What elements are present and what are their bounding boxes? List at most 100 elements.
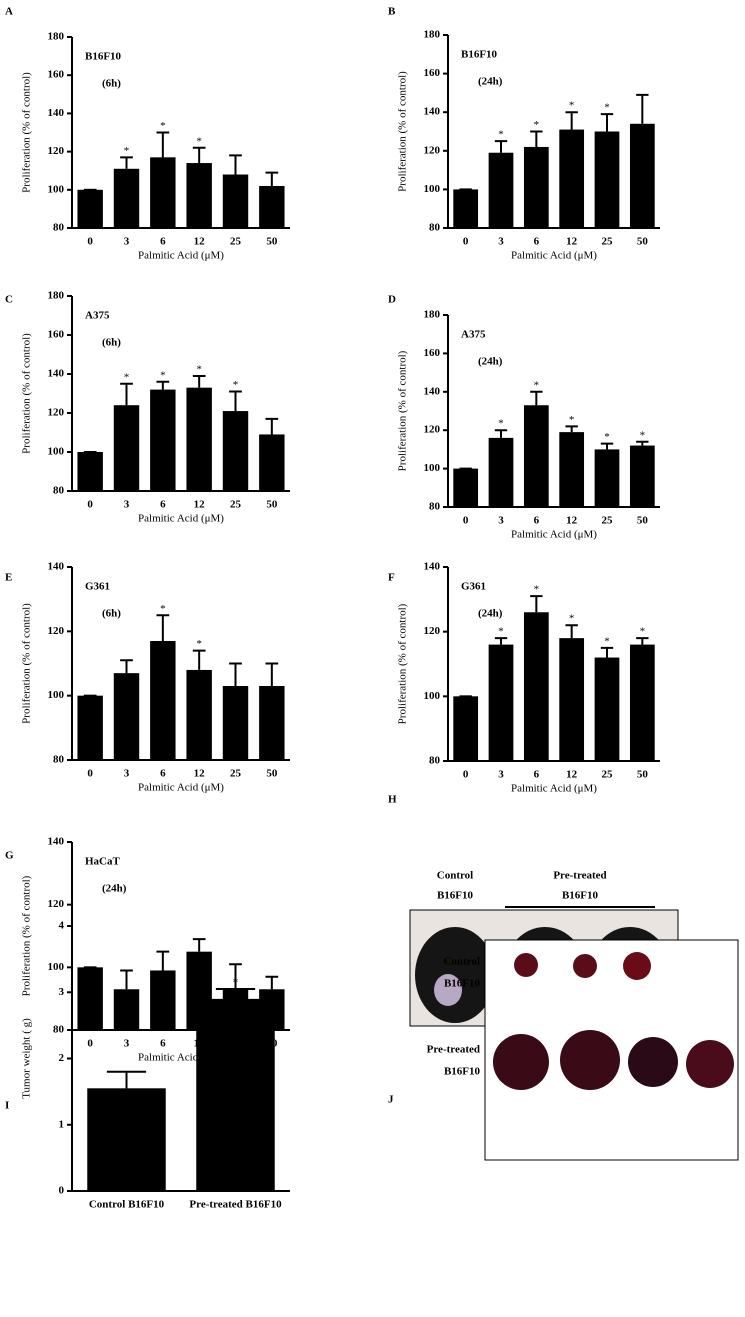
error-bar bbox=[229, 154, 242, 175]
significance-mark: * bbox=[604, 102, 610, 114]
significance-mark: * bbox=[534, 379, 540, 391]
bar bbox=[488, 437, 514, 507]
y-tick-label: 120 bbox=[48, 407, 65, 419]
y-tick-label: 120 bbox=[48, 145, 65, 157]
x-axis-label: Palmitic Acid (μM) bbox=[138, 513, 224, 525]
error-bar bbox=[265, 662, 279, 687]
bar bbox=[523, 146, 549, 228]
bar bbox=[594, 657, 620, 761]
x-tick-label: 6 bbox=[160, 499, 166, 511]
panel-letter: B bbox=[388, 6, 396, 18]
error-bar bbox=[636, 440, 649, 446]
x-axis-label: Palmitic Acid (μM) bbox=[138, 782, 224, 794]
chart-panel: A 80 100 120 140 160 180 0 3 * 6 * 12 * 25 50 Palmitic A… bbox=[5, 6, 290, 262]
y-tick-label: 160 bbox=[48, 69, 65, 81]
bar bbox=[559, 129, 585, 228]
photo-label: Control bbox=[437, 870, 473, 882]
x-tick-label: 12 bbox=[566, 769, 578, 781]
y-tick-label: 160 bbox=[424, 67, 441, 79]
significance-mark: * bbox=[498, 418, 504, 430]
significance-mark: * bbox=[160, 369, 166, 381]
bar bbox=[222, 174, 249, 228]
x-axis-label: Palmitic Acid (μM) bbox=[511, 529, 597, 541]
x-axis-label: Palmitic Acid (μM) bbox=[511, 250, 597, 262]
x-tick-label: 25 bbox=[602, 515, 614, 527]
error-bar bbox=[600, 646, 614, 658]
error-bar bbox=[215, 987, 256, 999]
significance-mark: * bbox=[569, 613, 575, 625]
y-tick-label: 180 bbox=[48, 290, 65, 302]
y-axis-label: Proliferation (% of control) bbox=[397, 603, 409, 724]
bar bbox=[523, 612, 549, 761]
x-tick-label: 3 bbox=[498, 769, 504, 781]
error-bar bbox=[494, 637, 508, 645]
y-tick-label: 120 bbox=[48, 625, 65, 637]
significance-mark: * bbox=[534, 119, 540, 131]
panel-letter: I bbox=[5, 1100, 9, 1112]
bar bbox=[77, 189, 103, 228]
x-axis-label: Palmitic Acid (μM) bbox=[138, 250, 224, 262]
photo-label: B16F10 bbox=[437, 890, 474, 902]
error-bar bbox=[636, 637, 649, 645]
error-bar bbox=[120, 382, 133, 406]
x-tick-label: 50 bbox=[637, 515, 649, 527]
y-tick-label: 80 bbox=[53, 485, 65, 497]
photo-panel: J Control B16F10 Pre-treated B16F10 bbox=[388, 956, 480, 1106]
photo-label: Pre-treated bbox=[427, 1044, 480, 1056]
significance-mark: * bbox=[604, 431, 610, 443]
x-tick-label: 0 bbox=[87, 1038, 93, 1050]
error-bar bbox=[600, 113, 614, 132]
bar bbox=[113, 405, 140, 491]
bar bbox=[150, 389, 176, 491]
significance-mark: * bbox=[160, 120, 166, 132]
bar bbox=[150, 157, 176, 228]
bar bbox=[594, 131, 620, 228]
tumor bbox=[514, 953, 538, 977]
tumor bbox=[623, 952, 651, 980]
x-tick-label: 50 bbox=[266, 236, 278, 248]
photo-label: Pre-treated bbox=[553, 870, 606, 882]
photo-label: B16F10 bbox=[562, 890, 599, 902]
y-tick-label: 160 bbox=[48, 329, 65, 341]
bar bbox=[77, 452, 103, 491]
x-tick-label: 50 bbox=[266, 499, 278, 511]
significance-mark: * bbox=[604, 635, 610, 647]
chart-subtitle: (24h) bbox=[478, 608, 503, 620]
y-tick-label: 100 bbox=[48, 961, 65, 973]
y-tick-label: 120 bbox=[424, 424, 441, 436]
error-bar bbox=[156, 950, 170, 971]
error-bar bbox=[530, 390, 543, 406]
bar bbox=[629, 123, 655, 228]
error-bar bbox=[600, 442, 614, 450]
error-bar bbox=[229, 963, 242, 990]
photo-j bbox=[484, 939, 739, 1161]
chart-title: B16F10 bbox=[85, 51, 122, 63]
y-tick-label: 120 bbox=[48, 898, 65, 910]
chart-title: G361 bbox=[85, 581, 110, 593]
chart-subtitle: (6h) bbox=[102, 337, 121, 349]
y-tick-label: 140 bbox=[48, 561, 65, 573]
chart-panel: D 80 100 120 140 160 180 0 3 * 6 * 12 * 25 * 50 * Palmitic… bbox=[388, 294, 660, 541]
bar bbox=[259, 434, 285, 491]
y-axis-label: Proliferation (% of control) bbox=[21, 603, 33, 724]
bar bbox=[196, 998, 275, 1191]
panel-letter: C bbox=[5, 294, 13, 306]
x-tick-label: 6 bbox=[160, 236, 166, 248]
significance-mark: * bbox=[124, 371, 130, 383]
y-axis-label: Tumor weight ( g) bbox=[21, 1018, 33, 1099]
bar bbox=[453, 189, 479, 228]
y-axis-label: Proliferation (% of control) bbox=[21, 72, 33, 193]
x-tick-label: 6 bbox=[534, 515, 540, 527]
bar bbox=[186, 387, 212, 491]
x-tick-label: 50 bbox=[637, 769, 649, 781]
y-axis-label: Proliferation (% of control) bbox=[21, 333, 33, 454]
panel-letter: H bbox=[388, 794, 397, 806]
x-tick-label: 3 bbox=[124, 236, 130, 248]
error-bar bbox=[565, 425, 578, 433]
bar bbox=[77, 967, 103, 1030]
x-tick-label: 3 bbox=[124, 1038, 130, 1050]
chart-title: A375 bbox=[85, 310, 110, 322]
x-tick-label: 3 bbox=[498, 236, 504, 248]
error-bar bbox=[192, 374, 206, 388]
